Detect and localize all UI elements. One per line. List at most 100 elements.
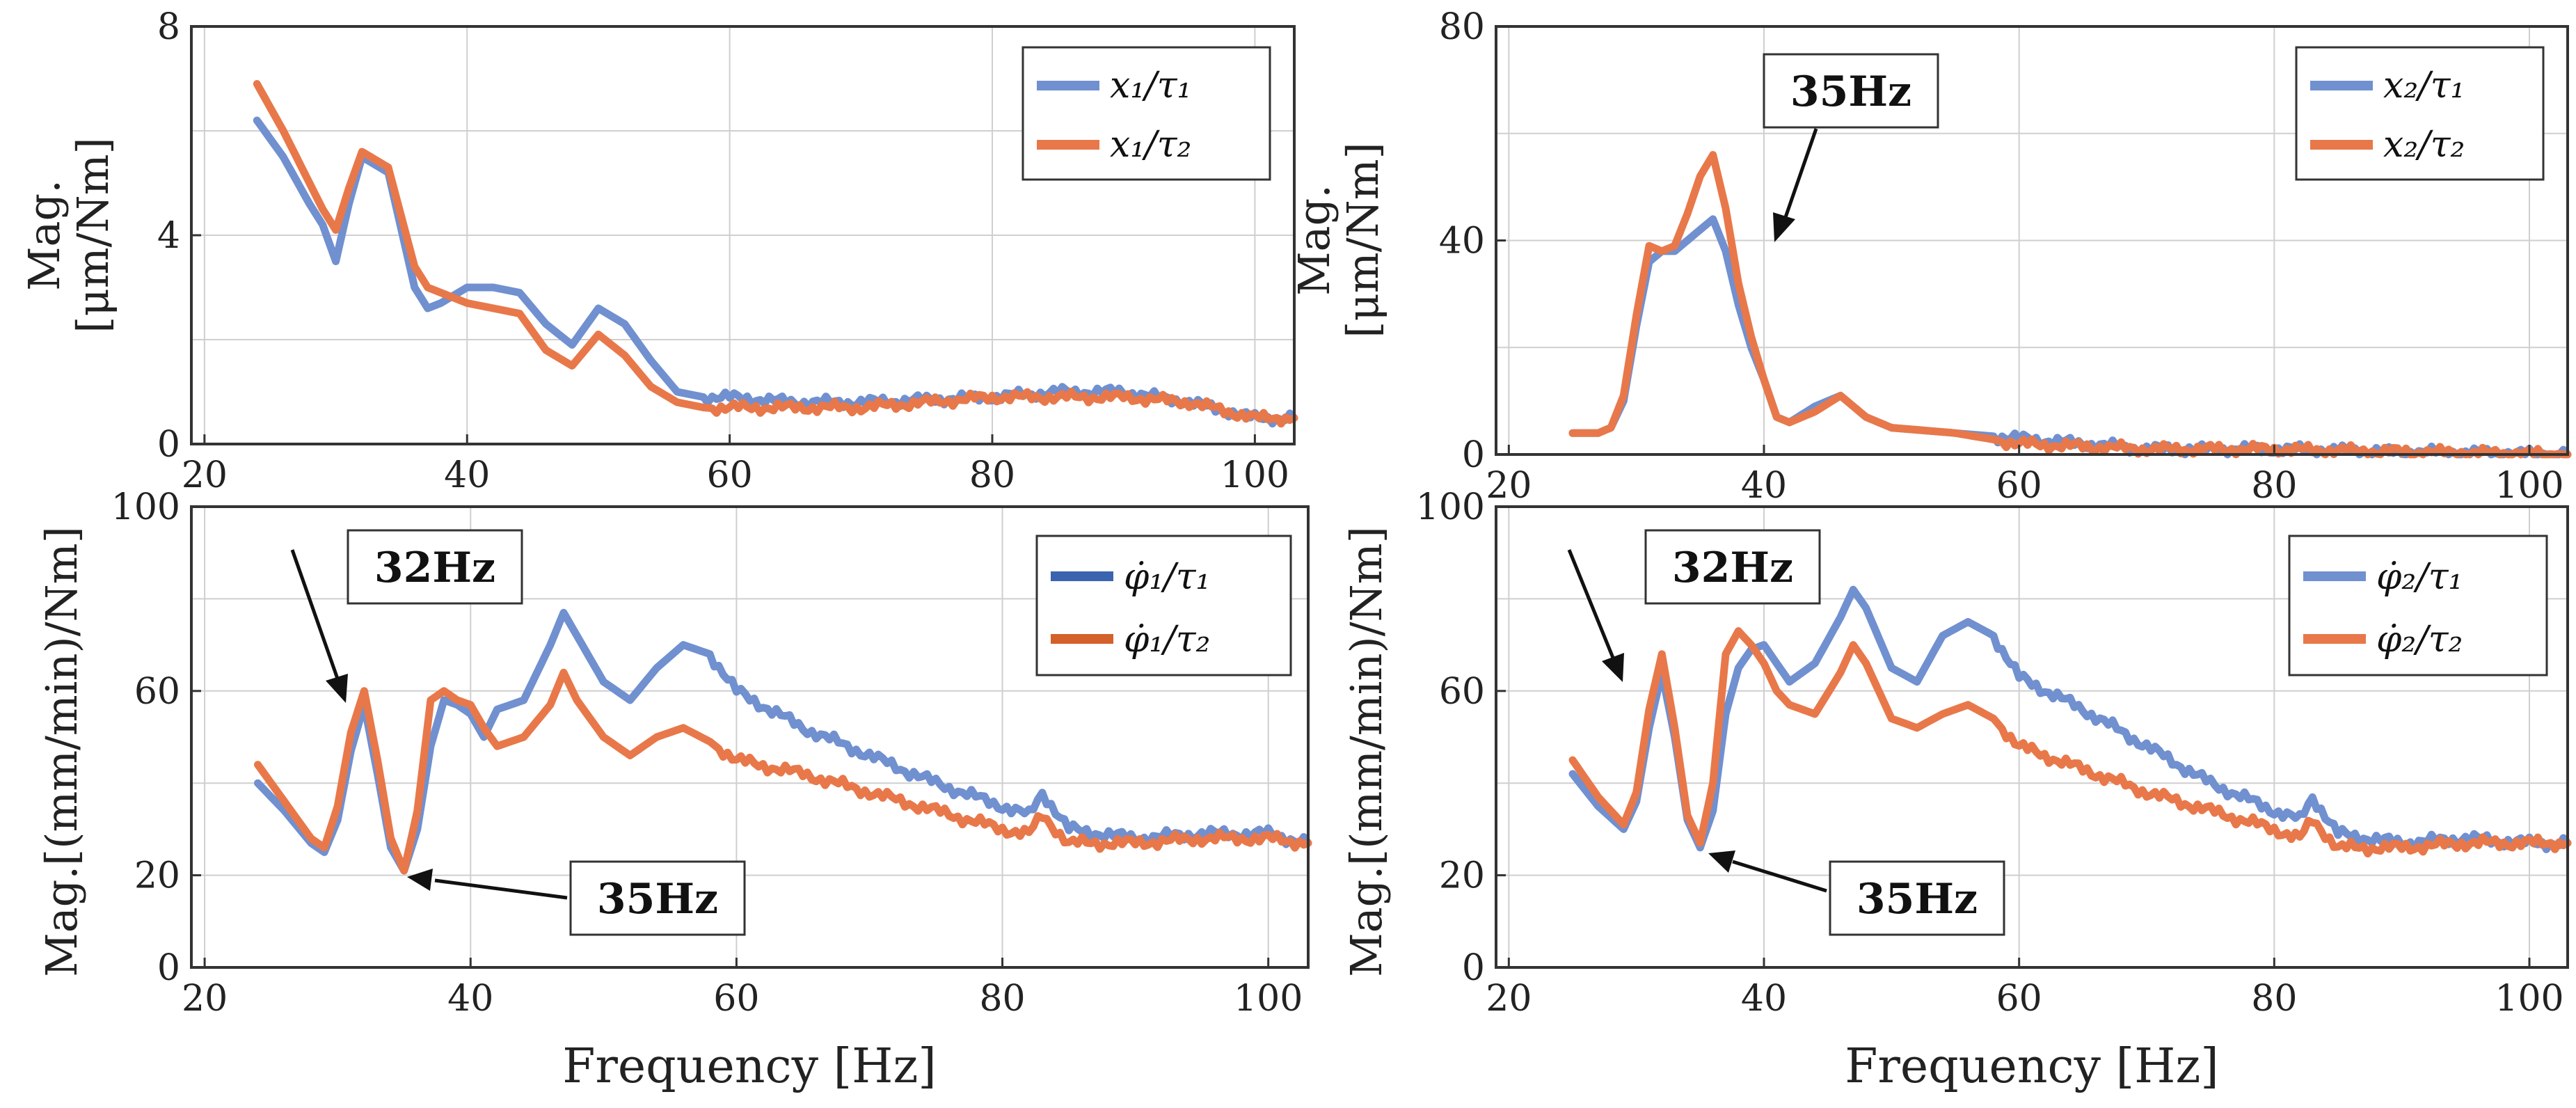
y-tick-label: 0	[157, 424, 180, 466]
x-tick-label: 100	[2495, 465, 2563, 507]
panel-3-legend-box	[1035, 535, 1292, 676]
panel-3-legend-label-1: φ̇₁/τ₁	[1124, 556, 1210, 598]
series-line-2	[1568, 151, 2572, 459]
panel-3-annotation-35hz: 35Hz	[407, 860, 746, 936]
panel-4-annotation-35hz-box	[1829, 860, 2005, 936]
y-tick-label: 20	[134, 855, 180, 897]
panel-1-legend: x₁/τ₁ x₁/τ₂	[1021, 46, 1271, 181]
x-tick-label: 100	[1221, 454, 1289, 496]
panel-1-legend-label-1: x₁/τ₁	[1110, 65, 1191, 106]
panel-2-annotation-box	[1763, 53, 1939, 129]
panel-3-annotation-35hz-arrowhead	[407, 869, 433, 891]
panel-4-annotation-32hz-box	[1644, 529, 1821, 605]
panel-4-annotation-35hz-label: 35Hz	[1857, 875, 1978, 924]
y-tick-label: 0	[1462, 947, 1485, 989]
y-tick-label: 0	[1462, 434, 1485, 476]
panel-3-legend-label-2: φ̇₁/τ₂	[1124, 619, 1210, 660]
panel-3-frame	[190, 505, 1310, 969]
panel-2-annotation-arrowhead	[1773, 212, 1795, 242]
y-tick-label: 4	[157, 215, 180, 257]
panel-2-series	[1568, 151, 2572, 459]
panel-3-series	[254, 608, 1312, 875]
panel-4-legend-label-1: φ̇₂/τ₁	[2376, 556, 2463, 598]
y-tick-label: 20	[1439, 855, 1485, 897]
panel-2-legend-label-1: x₂/τ₁	[2383, 65, 2465, 106]
x-tick-label: 60	[707, 454, 753, 496]
panel-1: 20 40 60 80 100 0 4 8 Mag. [μm/Nm] x₁/τ₁ x₁/τ₂	[19, 6, 1298, 496]
panel-4-annotation-32hz: 32Hz	[1567, 529, 1821, 682]
x-tick-label: 80	[979, 978, 1025, 1020]
panel-4-annotation-32hz-arrowhead	[1602, 653, 1624, 682]
panel-2-ticks: 20 40 60 80 100 0 40 80	[1439, 6, 2564, 507]
series-line-1	[1568, 215, 2572, 459]
y-tick-label: 60	[1439, 671, 1485, 713]
panel-4-annotation-35hz: 35Hz	[1708, 850, 2005, 936]
x-tick-label: 20	[182, 454, 228, 496]
x-tick-label: 40	[444, 454, 490, 496]
panel-3-xlabel: Frequency [Hz]	[562, 1039, 937, 1094]
panel-3-annotation-32hz-arrow	[290, 549, 340, 679]
panel-2-ylabel-line-2: [μm/Nm]	[1337, 142, 1388, 338]
panel-3-annotation-35hz-box	[569, 860, 746, 936]
x-tick-label: 80	[2251, 978, 2297, 1020]
panel-3-annotation-32hz: 32Hz	[290, 529, 523, 703]
panel-3-ylabel: Mag.[(mm/min)/Nm]	[36, 526, 87, 977]
panel-3-annotation-35hz-arrow	[434, 878, 568, 900]
panel-3-legend: φ̇₁/τ₁ φ̇₁/τ₂	[1035, 535, 1292, 676]
x-tick-label: 40	[1741, 978, 1787, 1020]
panel-3-annotation-32hz-box	[347, 529, 523, 605]
panel-1-ticks: 20 40 60 80 100 0 4 8	[157, 6, 1289, 496]
x-tick-label: 60	[1996, 978, 2042, 1020]
x-tick-label: 40	[447, 978, 493, 1020]
panel-1-ylabel-line-2: [μm/Nm]	[67, 137, 118, 333]
panel-3-annotation-32hz-label: 32Hz	[374, 544, 495, 592]
panel-4-annotation-35hz-arrowhead	[1708, 850, 1735, 873]
panel-4-ylabel: Mag.[(mm/min)/Nm]	[1341, 526, 1392, 977]
x-tick-label: 60	[1996, 465, 2042, 507]
y-tick-label: 40	[1439, 221, 1485, 262]
panel-1-grid	[191, 26, 1294, 444]
panel-2-annotation-arrow	[1783, 128, 1818, 220]
panel-4-xlabel: Frequency [Hz]	[1845, 1039, 2219, 1094]
x-tick-label: 20	[1486, 465, 1532, 507]
panel-4-series	[1568, 585, 2572, 857]
y-tick-label: 100	[1416, 486, 1485, 528]
panel-4-legend: φ̇₂/τ₁ φ̇₂/τ₂	[2288, 535, 2548, 676]
series-line-2	[254, 668, 1312, 875]
series-line-2	[253, 80, 1298, 428]
panel-2-legend-box	[2295, 46, 2545, 181]
x-tick-label: 20	[1486, 978, 1532, 1020]
panel-4-legend-box	[2288, 535, 2548, 676]
panel-4-legend-label-2: φ̇₂/τ₂	[2376, 619, 2463, 660]
panel-4-annotation-35hz-arrow	[1732, 860, 1827, 893]
panel-3-annotation-35hz-label: 35Hz	[597, 875, 718, 924]
panel-2-legend-label-2: x₂/τ₂	[2383, 124, 2465, 166]
y-tick-label: 80	[1439, 6, 1485, 48]
panel-1-ylabel-line-1: Mag.	[19, 180, 70, 291]
x-tick-label: 60	[713, 978, 759, 1020]
x-tick-label: 40	[1741, 465, 1787, 507]
y-tick-label: 0	[157, 947, 180, 989]
panel-2: 20 40 60 80 100 0 40 80 Mag. [μm/Nm] x₂/τ₁ x₂/τ…	[1289, 6, 2572, 507]
y-tick-label: 60	[134, 671, 180, 713]
panel-1-legend-label-2: x₁/τ₂	[1110, 124, 1191, 166]
panel-1-series	[253, 80, 1298, 428]
panel-2-legend: x₂/τ₁ x₂/τ₂	[2295, 46, 2545, 181]
y-tick-label: 8	[157, 6, 180, 48]
x-tick-label: 20	[182, 978, 228, 1020]
panel-1-legend-box	[1021, 46, 1271, 181]
panel-2-annotation-label: 35Hz	[1790, 68, 1911, 116]
panel-2-ylabel-line-1: Mag.	[1289, 184, 1339, 296]
x-tick-label: 80	[969, 454, 1015, 496]
panel-4-annotation-32hz-label: 32Hz	[1672, 544, 1793, 592]
panel-4-frame	[1495, 505, 2569, 969]
series-line-2	[1568, 627, 2572, 857]
panel-2-annotation-35hz: 35Hz	[1763, 53, 1939, 242]
x-tick-label: 80	[2251, 465, 2297, 507]
panel-4-annotation-32hz-arrow	[1567, 549, 1615, 658]
